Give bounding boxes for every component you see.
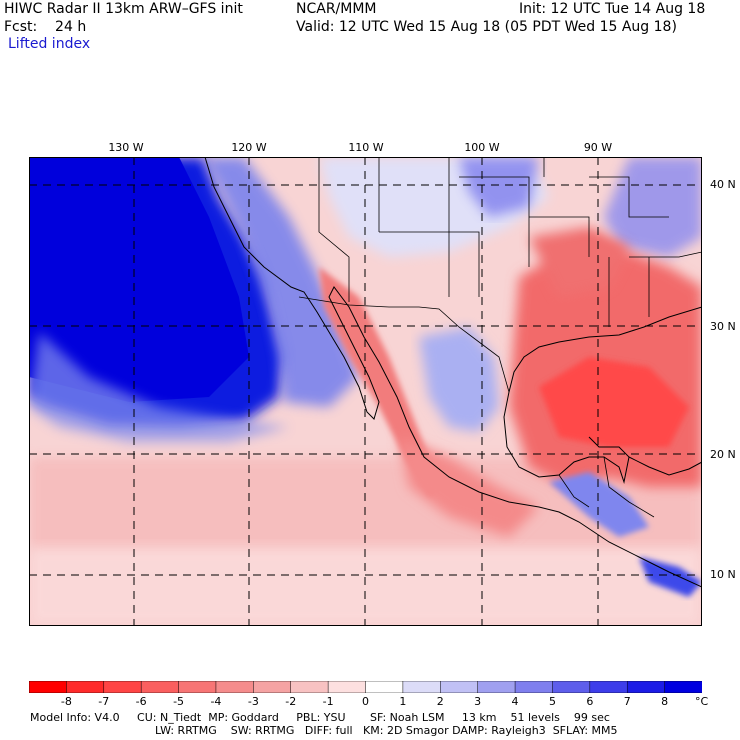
- colorbar-tick-label: -3: [247, 695, 259, 708]
- lifted-index-map: [29, 157, 702, 626]
- colorbar-tick-label: 5: [548, 695, 556, 708]
- colorbar-tick-label: -1: [322, 695, 334, 708]
- model-info-line1: Model Info: V4.0 CU: N_Tiedt MP: Goddard…: [30, 711, 610, 724]
- colorbar-swatch: [178, 681, 217, 693]
- colorbar-swatch: [365, 681, 404, 693]
- central-america-stable: [549, 472, 649, 537]
- center-label: NCAR/MMM: [296, 1, 377, 17]
- southern-plains-unstable: [529, 227, 629, 297]
- colorbar-tick-label: -2: [285, 695, 297, 708]
- colorbar-tick-label: 1: [399, 695, 407, 708]
- map-canvas: [29, 157, 702, 626]
- colorbar-swatch: [664, 681, 702, 693]
- colorbar-swatch: [290, 681, 329, 693]
- colorbar-tick-label: -6: [135, 695, 147, 708]
- lat-label-20n: 20 N: [710, 448, 736, 461]
- colorbar-swatch: [589, 681, 628, 693]
- colorbar-swatch: [215, 681, 255, 693]
- colorbar-swatch: [103, 681, 142, 693]
- colorbar-tick-label: 6: [586, 695, 594, 708]
- gulf-coastline-us: [508, 306, 702, 393]
- colorbar-unit: °C: [695, 695, 709, 708]
- lon-label-120w: 120 W: [231, 141, 267, 154]
- colorbar-swatch: [66, 681, 105, 693]
- pacific-transition: [29, 332, 289, 442]
- colorbar-swatch: [402, 681, 442, 693]
- colorbar-tick-label: 2: [436, 695, 444, 708]
- gulf-of-california-unstable: [319, 267, 449, 497]
- colorbar-swatch: [327, 681, 367, 693]
- colorbar-swatch: [514, 681, 554, 693]
- forecast-hour: Fcst: 24 h: [4, 19, 87, 35]
- political-borders: [298, 157, 702, 518]
- lat-label-40n: 40 N: [710, 178, 736, 191]
- colorbar-tick-label: 8: [661, 695, 669, 708]
- lon-label-110w: 110 W: [348, 141, 384, 154]
- colorbar-tick-label: 0: [362, 695, 369, 708]
- caribbean-coastline: [628, 456, 702, 476]
- coastal-stable-region: [204, 157, 359, 407]
- gulf-unstable-core: [539, 357, 689, 447]
- colorbar-tick-label: -4: [210, 695, 222, 708]
- lon-label-90w: 90 W: [583, 141, 613, 154]
- colorbar-swatch: [140, 681, 180, 693]
- colorbar: [29, 681, 702, 693]
- colorbar-swatch: [477, 681, 516, 693]
- colorbar-tick-label: -7: [98, 695, 110, 708]
- mexican-plateau-stable: [419, 327, 499, 432]
- colorbar-swatch: [29, 681, 68, 693]
- equatorial-ocean-field: [29, 547, 702, 626]
- lon-label-100w: 100 W: [464, 141, 500, 154]
- lat-label-10n: 10 N: [710, 568, 736, 581]
- colorbar-tick-label: 4: [511, 695, 519, 708]
- colorbar-tick-label: 3: [474, 695, 482, 708]
- lon-label-130w: 130 W: [108, 141, 144, 154]
- model-title: HIWC Radar II 13km ARW–GFS init: [4, 1, 243, 17]
- colorbar-swatch: [440, 681, 479, 693]
- colorbar-swatch: [626, 681, 666, 693]
- field-name: Lifted index: [8, 36, 91, 52]
- init-time: Init: 12 UTC Tue 14 Aug 18: [519, 1, 706, 17]
- lat-label-30n: 30 N: [710, 320, 736, 333]
- great-lakes-stable-patch: [604, 157, 702, 257]
- gulf-coastline-mexico: [503, 391, 630, 484]
- colorbar-swatch: [253, 681, 292, 693]
- map-frame: [29, 157, 702, 626]
- model-info-line2: LW: RRTMG SW: RRTMG DIFF: full KM: 2D Sm…: [155, 724, 618, 737]
- colorbar-swatch: [552, 681, 591, 693]
- pacific-coastline: [204, 157, 702, 588]
- lat-lon-grid: [29, 157, 702, 626]
- colorbar-tick-label: -8: [60, 695, 72, 708]
- colorbar-tick-label: -5: [173, 695, 185, 708]
- panama-stable: [639, 557, 702, 597]
- valid-time: Valid: 12 UTC Wed 15 Aug 18 (05 PDT Wed …: [296, 19, 677, 35]
- plains-stable-patch: [459, 157, 539, 217]
- pacific-stable-core: [29, 157, 249, 402]
- colorbar-tick-label: 7: [623, 695, 631, 708]
